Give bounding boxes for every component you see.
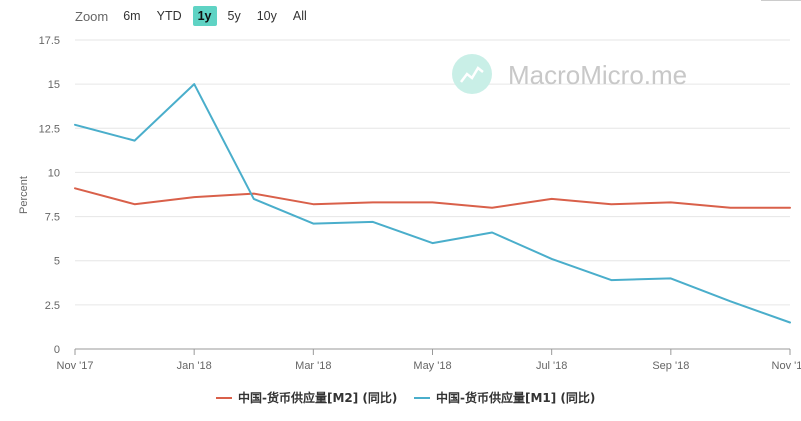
legend: 中国-货币供应量[M2] (同比) 中国-货币供应量[M1] (同比) — [216, 390, 595, 405]
y-tick-label: 7.5 — [45, 212, 60, 224]
zoom-all-button[interactable]: All — [292, 9, 307, 23]
y-tick-label: 17.5 — [39, 35, 60, 47]
y-axis-title: Percent — [18, 176, 30, 214]
series-line-m2[interactable] — [74, 187, 791, 209]
x-tick-label: Jan '18 — [177, 360, 212, 372]
y-tick-label: 5 — [54, 256, 60, 268]
legend-item-m2[interactable]: 中国-货币供应量[M2] (同比) — [216, 390, 397, 405]
x-tick-label: Mar '18 — [295, 360, 331, 372]
zoom-10y-button[interactable]: 10y — [256, 9, 277, 23]
zoom-5y-button[interactable]: 5y — [227, 9, 241, 23]
x-tick-label: Nov '17 — [57, 360, 94, 372]
y-tick-label: 12.5 — [39, 123, 60, 135]
top-border-fragment — [761, 0, 801, 2]
y-tick-label: 10 — [48, 167, 60, 179]
y-tick-label: 15 — [48, 79, 60, 91]
y-axis-ticks: 0 2.5 5 7.5 10 12.5 15 17.5 — [39, 35, 60, 356]
x-axis-ticks: Nov '17 Jan '18 Mar '18 May '18 Jul '18 Sep '… — [57, 349, 801, 372]
legend-item-m1[interactable]: 中国-货币供应量[M1] (同比) — [414, 390, 595, 405]
legend-label-m1: 中国-货币供应量[M1] (同比) — [436, 390, 595, 405]
y-tick-label: 0 — [54, 344, 60, 356]
zoom-ytd-button[interactable]: YTD — [156, 9, 182, 23]
zoom-1y-button[interactable]: 1y — [192, 6, 217, 26]
zoom-label: Zoom — [75, 8, 109, 24]
x-tick-label: Sep '18 — [652, 360, 689, 372]
watermark-text: MacroMicro.me — [508, 60, 687, 90]
zoom-6m-button[interactable]: 6m — [123, 9, 141, 23]
series-line-m1[interactable] — [74, 83, 791, 324]
zoom-selector: Zoom 6m YTD 1y 5y 10y All — [70, 4, 312, 28]
legend-label-m2: 中国-货币供应量[M2] (同比) — [238, 390, 397, 405]
y-tick-label: 2.5 — [45, 300, 60, 312]
watermark: MacroMicro.me — [452, 54, 687, 94]
x-tick-label: Nov '18 — [772, 360, 801, 372]
x-tick-label: May '18 — [413, 360, 451, 372]
x-tick-label: Jul '18 — [536, 360, 567, 372]
watermark-logo-glyph — [460, 66, 484, 83]
series-lines — [74, 83, 791, 324]
watermark-logo-icon — [452, 54, 492, 94]
